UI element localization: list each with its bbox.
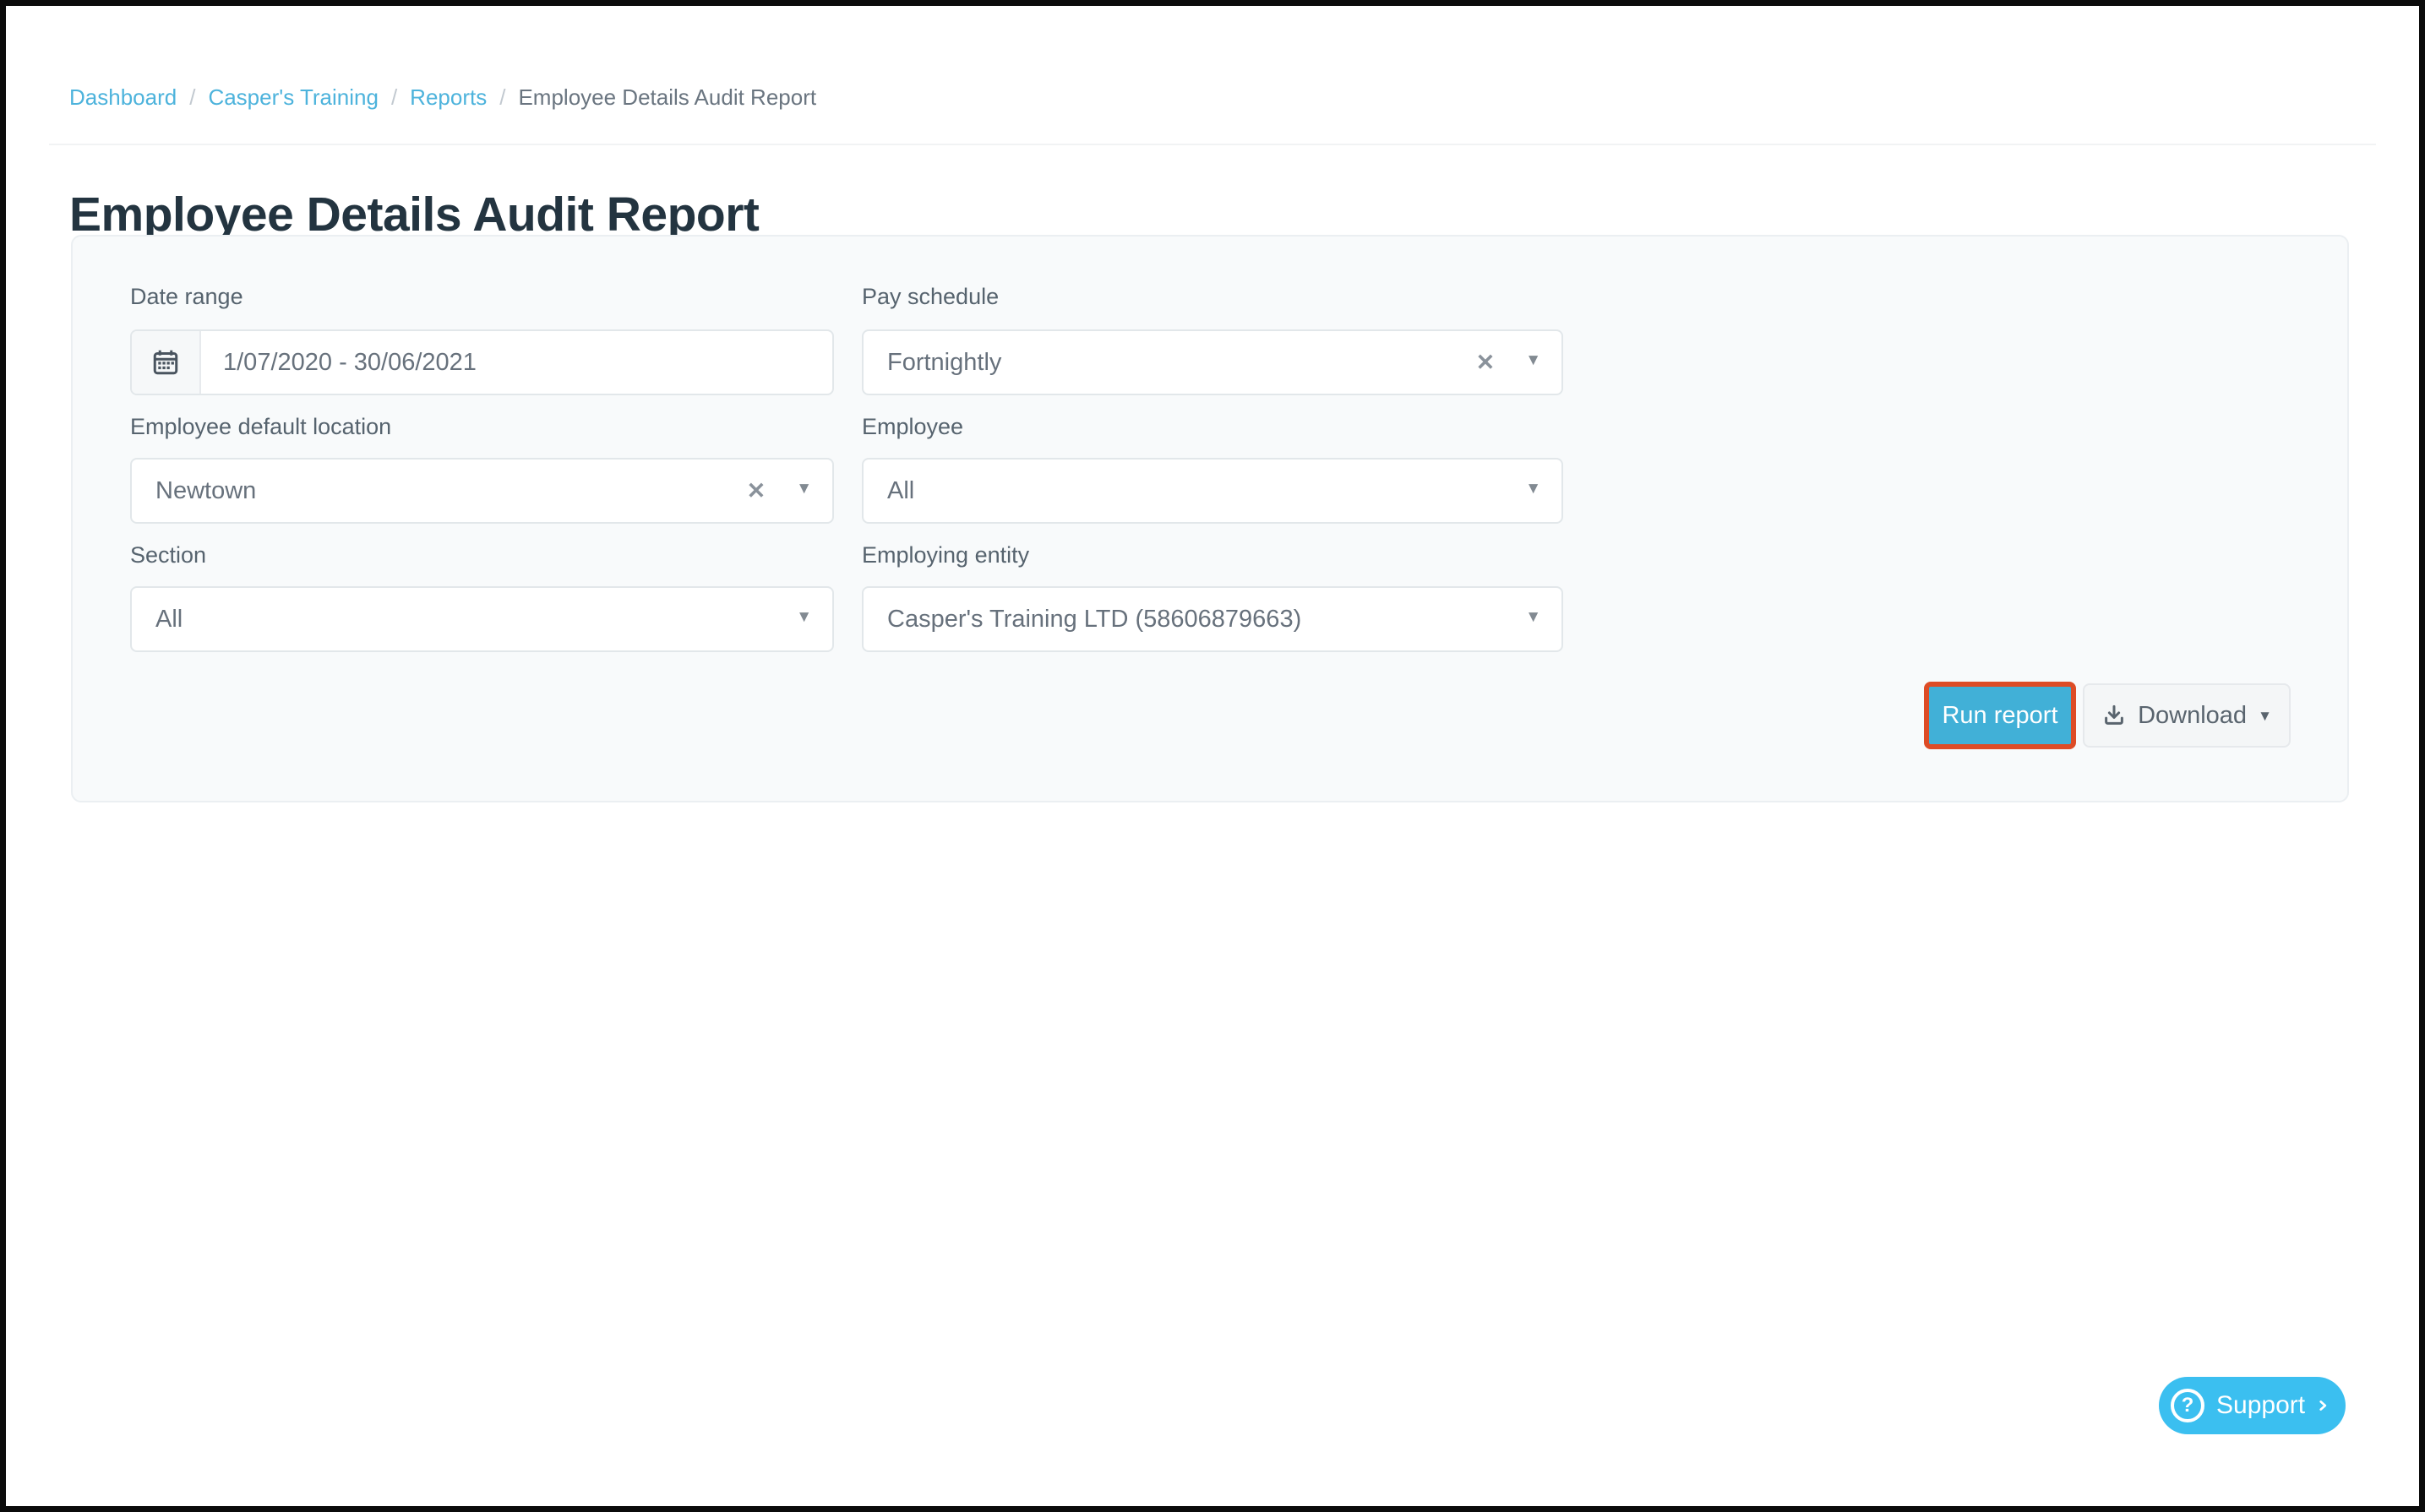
employee-default-location-label: Employee default location: [130, 414, 392, 439]
chevron-down-icon: ▼: [1525, 479, 1541, 498]
breadcrumb-current-page: Employee Details Audit Report: [518, 84, 817, 110]
download-button[interactable]: Download ▼: [2083, 683, 2291, 748]
calendar-addon[interactable]: [132, 331, 201, 394]
chevron-down-icon: ▼: [2258, 707, 2272, 724]
date-range-label: Date range: [130, 284, 243, 309]
breadcrumb-reports[interactable]: Reports: [410, 84, 488, 110]
breadcrumb-dashboard[interactable]: Dashboard: [69, 84, 177, 110]
chevron-down-icon: ▼: [796, 607, 812, 626]
section-value: All: [155, 605, 183, 633]
run-report-highlight-annotation: Run report: [1924, 682, 2076, 749]
employing-entity-select[interactable]: Casper's Training LTD (58606879663) ▼: [862, 586, 1563, 652]
employee-default-location-select[interactable]: Newtown ✕ ▼: [130, 458, 834, 524]
section-select[interactable]: All ▼: [130, 586, 834, 652]
download-button-label: Download: [2138, 701, 2248, 729]
download-icon: [2105, 704, 2123, 725]
breadcrumb-separator: /: [189, 84, 196, 110]
breadcrumb: Dashboard / Casper's Training / Reports …: [69, 80, 816, 114]
calendar-icon: [153, 350, 178, 375]
support-button-label: Support: [2216, 1391, 2306, 1419]
page-title: Employee Details Audit Report: [69, 188, 760, 242]
employee-select[interactable]: All ▼: [862, 458, 1563, 524]
date-range-field[interactable]: [130, 329, 834, 395]
employing-entity-value: Casper's Training LTD (58606879663): [887, 605, 1302, 633]
section-label: Section: [130, 542, 207, 568]
pay-schedule-select[interactable]: Fortnightly ✕ ▼: [862, 329, 1563, 395]
breadcrumb-separator: /: [390, 84, 398, 110]
breadcrumb-caspers-training[interactable]: Casper's Training: [208, 84, 379, 110]
employee-value: All: [887, 476, 915, 504]
employee-default-location-clear-icon[interactable]: ✕: [746, 477, 766, 503]
employee-label: Employee: [862, 414, 964, 439]
chevron-down-icon: ▼: [1525, 607, 1541, 626]
date-range-input[interactable]: [201, 348, 832, 377]
header-divider: [49, 144, 2376, 145]
chevron-down-icon: ▼: [796, 479, 812, 498]
report-filters-card: Date range Pay schedule Fortnightly ✕: [71, 235, 2349, 802]
pay-schedule-clear-icon[interactable]: ✕: [1475, 349, 1496, 375]
help-question-icon: ?: [2171, 1389, 2204, 1422]
chevron-down-icon: ▼: [1525, 351, 1541, 369]
pay-schedule-value: Fortnightly: [887, 348, 1002, 376]
employing-entity-label: Employing entity: [862, 542, 1030, 568]
support-button[interactable]: ? Support: [2159, 1377, 2346, 1434]
breadcrumb-separator: /: [499, 84, 506, 110]
employee-default-location-value: Newtown: [155, 476, 257, 504]
pay-schedule-label: Pay schedule: [862, 284, 1000, 309]
chevron-right-icon: [2319, 1401, 2327, 1411]
run-report-button[interactable]: Run report: [1937, 701, 2063, 731]
